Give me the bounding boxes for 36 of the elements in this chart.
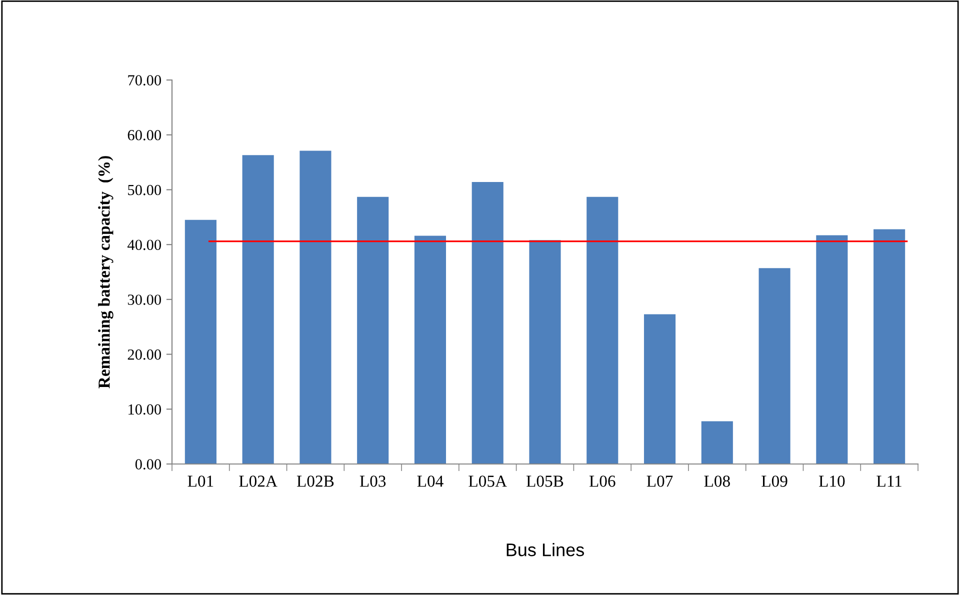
x-tick-label: L02A: [239, 476, 278, 487]
bar: [644, 314, 676, 464]
y-tick-label: 40.00: [128, 240, 161, 250]
bar: [529, 240, 561, 464]
x-tick-label: L01: [188, 476, 214, 487]
bar: [414, 236, 446, 464]
bar: [701, 421, 733, 464]
y-tick-label: 60.00: [128, 130, 161, 140]
y-tick-label: 50.00: [128, 184, 161, 196]
x-tick-label: L08: [704, 476, 730, 487]
y-axis-title: Remaining battery capacity (%): [98, 156, 114, 388]
bar: [758, 268, 790, 464]
y-tick-label: 70.00: [128, 75, 161, 86]
bar: [300, 150, 332, 464]
x-tick-label: L10: [818, 476, 845, 487]
bar: [184, 220, 216, 464]
y-tick-label: 0.00: [135, 459, 161, 470]
x-axis-title: Bus Lines: [506, 543, 584, 556]
x-tick-label: L11: [876, 476, 902, 487]
bar: [586, 196, 618, 464]
bar: [357, 196, 389, 464]
x-tick-label: L04: [417, 476, 444, 487]
bar: [242, 155, 274, 464]
x-tick-label: L02B: [296, 476, 334, 487]
x-tick-label: L05B: [526, 476, 564, 487]
y-tick-label: 20.00: [128, 349, 161, 360]
x-tick-label: L03: [360, 476, 386, 487]
bar: [472, 182, 504, 464]
y-tick-label: 10.00: [128, 404, 161, 415]
bar: [816, 235, 848, 464]
x-tick-label: L05A: [468, 476, 507, 487]
bar: [874, 229, 906, 464]
x-tick-label: L06: [589, 476, 616, 487]
x-tick-label: L07: [646, 476, 673, 487]
y-tick-label: 30.00: [128, 294, 161, 305]
x-tick-label: L09: [762, 476, 788, 487]
